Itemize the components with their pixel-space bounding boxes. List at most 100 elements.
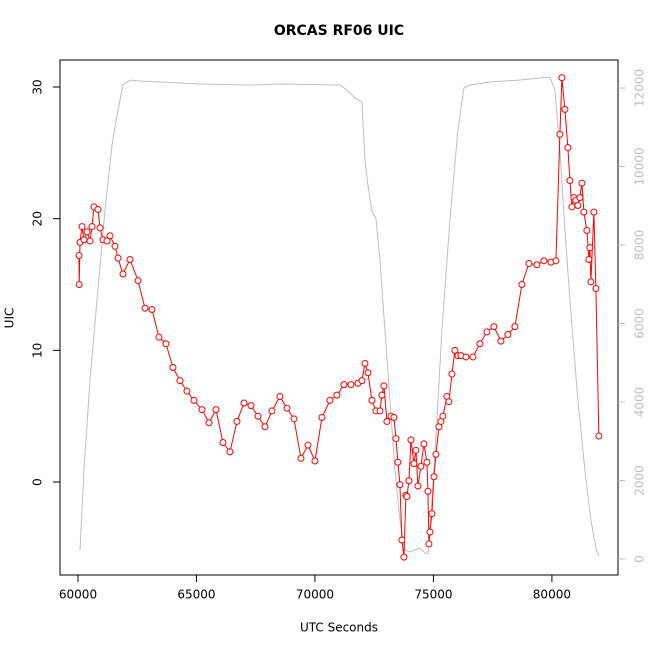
point	[424, 487, 432, 495]
y-axis-label: UIC	[3, 308, 17, 329]
point	[83, 228, 91, 236]
point	[426, 528, 434, 536]
x-tick-label: 75000	[414, 588, 452, 602]
point	[398, 536, 406, 544]
point	[114, 254, 122, 262]
point	[141, 304, 149, 312]
point	[333, 391, 341, 399]
point	[552, 257, 560, 265]
x-tick-label: 60000	[59, 588, 97, 602]
point	[556, 130, 564, 138]
line	[79, 76, 600, 557]
point	[383, 417, 391, 425]
point	[297, 454, 305, 462]
point	[376, 407, 384, 415]
y2-tick-label: 12000	[633, 69, 647, 107]
point	[268, 407, 276, 415]
point	[576, 194, 584, 202]
point	[368, 396, 376, 404]
point	[423, 458, 431, 466]
point	[318, 414, 326, 422]
point	[432, 450, 440, 458]
point	[390, 414, 398, 422]
y2-tick-label: 6000	[633, 308, 647, 339]
point	[403, 493, 411, 501]
plot-box	[59, 59, 619, 576]
point	[417, 462, 425, 470]
point	[183, 387, 191, 395]
point	[78, 223, 86, 231]
point	[586, 244, 594, 252]
point	[448, 370, 456, 378]
point	[311, 457, 319, 465]
point	[261, 423, 269, 431]
y-tick-label: 0	[31, 478, 45, 486]
point	[162, 340, 170, 348]
point	[504, 331, 512, 339]
point	[190, 396, 198, 404]
point	[254, 412, 262, 420]
point	[580, 208, 588, 216]
point	[407, 436, 415, 444]
point	[290, 415, 298, 423]
point	[88, 223, 96, 231]
point	[490, 323, 498, 331]
point	[396, 481, 404, 489]
point	[585, 255, 593, 263]
point	[533, 261, 541, 269]
point	[247, 402, 255, 410]
point	[276, 392, 284, 400]
point	[94, 205, 102, 213]
point	[497, 337, 505, 345]
point	[358, 377, 366, 385]
point	[405, 477, 413, 485]
point	[583, 227, 591, 235]
line	[78, 77, 600, 558]
point	[155, 333, 163, 341]
point	[364, 369, 372, 377]
point	[134, 277, 142, 285]
y-tick-label: 20	[31, 211, 45, 226]
point	[574, 202, 582, 210]
point	[578, 179, 586, 187]
point	[176, 377, 184, 385]
point	[394, 458, 402, 466]
point	[483, 328, 491, 336]
point	[212, 406, 220, 414]
point	[106, 232, 114, 240]
point	[590, 208, 598, 216]
point	[558, 74, 566, 82]
point	[205, 419, 213, 427]
point	[340, 381, 348, 389]
x-tick-label: 65000	[177, 588, 215, 602]
point	[198, 406, 206, 414]
point	[86, 237, 94, 245]
point	[425, 540, 433, 548]
point	[595, 432, 603, 440]
point	[564, 144, 572, 152]
point	[240, 399, 248, 407]
point	[226, 448, 234, 456]
point	[540, 257, 548, 265]
point	[445, 398, 453, 406]
point	[561, 105, 569, 113]
point	[400, 553, 408, 561]
point	[414, 482, 422, 490]
point	[361, 360, 369, 368]
point	[410, 460, 418, 468]
point	[392, 435, 400, 443]
y2-tick-label: 10000	[633, 147, 647, 185]
y-tick-label: 10	[31, 343, 45, 358]
point	[126, 255, 134, 263]
point	[511, 323, 519, 331]
point	[566, 176, 574, 184]
point	[233, 417, 241, 425]
point	[439, 412, 447, 420]
point	[75, 281, 83, 289]
point	[103, 237, 111, 245]
point	[148, 306, 156, 314]
point	[378, 391, 386, 399]
point	[111, 242, 119, 250]
point	[75, 252, 83, 260]
